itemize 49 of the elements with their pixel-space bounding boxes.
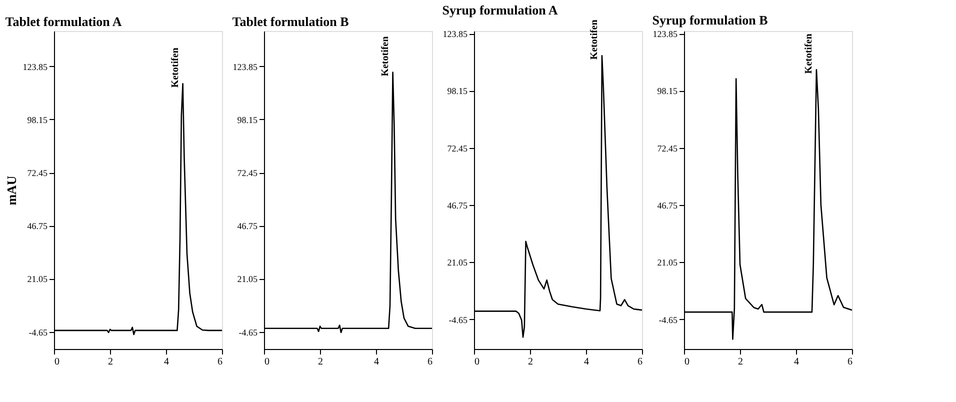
x-tick-label: 6 — [428, 356, 432, 368]
x-tick-label: 4 — [164, 356, 169, 368]
x-tick-label: 4 — [794, 356, 799, 368]
y-axis-title: mAU — [4, 175, 19, 206]
x-tick-label: 0 — [264, 356, 270, 368]
y-tick-label: 46.75 — [237, 221, 258, 232]
y-tick-label: 123.85 — [232, 62, 258, 72]
y-tick-label: -4.65 — [28, 327, 48, 338]
y-tick-label: 72.45 — [657, 143, 678, 154]
y-tick-label: 98.15 — [27, 114, 48, 125]
x-tick-label: 0 — [54, 356, 60, 368]
x-tick-label: 6 — [218, 356, 222, 368]
y-tick-label: 21.05 — [657, 258, 678, 268]
y-tick-label: 98.15 — [237, 114, 258, 125]
x-tick-label: 2 — [108, 356, 113, 368]
chart-title: Syrup formulation B — [652, 12, 768, 28]
chart-title: Tablet formulation B — [232, 14, 350, 29]
x-tick-label: 6 — [848, 356, 852, 368]
annotation: Ketotifen — [380, 36, 391, 76]
y-tick-label: -4.65 — [658, 314, 678, 325]
y-tick-label: 98.15 — [447, 86, 468, 96]
annotation: Ketotifen — [588, 19, 600, 60]
x-tick-label: 0 — [474, 356, 480, 368]
y-tick-label: 21.05 — [237, 274, 258, 284]
chart-title: Syrup formulation A — [442, 2, 558, 18]
y-tick-label: 72.45 — [237, 168, 258, 178]
x-tick-label: 2 — [738, 356, 743, 368]
y-tick-label: 98.15 — [657, 86, 678, 96]
x-tick-label: 6 — [638, 356, 642, 368]
y-tick-label: 21.05 — [27, 274, 48, 284]
annotation: Ketotifen — [803, 33, 814, 74]
y-tick-label: 123.85 — [652, 29, 678, 40]
y-tick-label: 123.85 — [22, 62, 48, 72]
annotation: Ketotifen — [170, 47, 181, 88]
x-tick-label: 4 — [584, 356, 589, 368]
chart-title: Tablet formulation A — [5, 14, 122, 29]
y-tick-label: 123.85 — [442, 29, 468, 40]
x-tick-label: 2 — [318, 356, 323, 368]
y-tick-label: 72.45 — [27, 168, 48, 178]
y-tick-label: 46.75 — [27, 221, 48, 232]
y-tick-label: 21.05 — [447, 258, 468, 268]
y-tick-label: -4.65 — [448, 314, 468, 325]
y-tick-label: 72.45 — [447, 143, 468, 154]
y-tick-label: 46.75 — [657, 200, 678, 211]
y-tick-label: 46.75 — [447, 200, 468, 211]
y-tick-label: -4.65 — [238, 327, 258, 338]
x-tick-label: 2 — [528, 356, 533, 368]
x-tick-label: 0 — [684, 356, 690, 368]
x-tick-label: 4 — [374, 356, 379, 368]
